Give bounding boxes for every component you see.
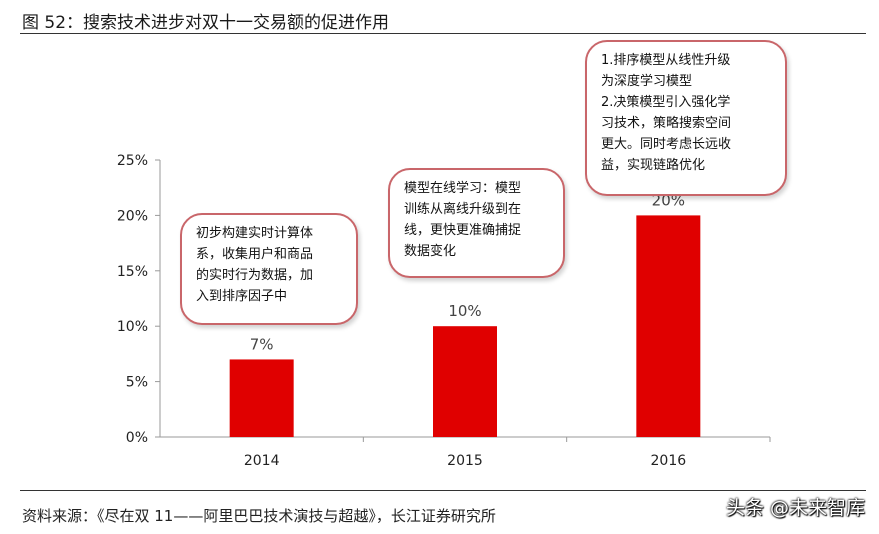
annotation-line: 2.决策模型引入强化学: [601, 95, 731, 110]
y-tick-label: 5%: [126, 375, 148, 391]
bar-2015: [433, 326, 497, 437]
y-tick-label: 10%: [117, 319, 148, 335]
data-label-2014: 7%: [250, 335, 274, 353]
annotation-line: 数据变化: [404, 244, 457, 259]
title-rule: [20, 33, 866, 34]
x-tick-label-2014: 2014: [244, 453, 280, 469]
annotation-line: 入到排序因子中: [196, 289, 288, 304]
annotation-line: 模型在线学习：模型: [404, 181, 522, 196]
watermark: 头条 @未来智库: [725, 497, 865, 519]
annotation-line: 系，收集用户和商品: [196, 247, 314, 262]
annotation-bubble-2016: 1.排序模型从线性升级 为深度学习模型 2.决策模型引入强化学 习技术，策略搜索空间更…: [585, 40, 787, 196]
chart-title: 图 52：搜索技术进步对双十一交易额的促进作用: [22, 13, 390, 33]
annotation-line: 更大。同时考虑长远收: [601, 137, 732, 152]
y-tick-label: 25%: [117, 153, 148, 169]
annotation-line: 训练从离线升级到在: [404, 202, 522, 217]
source-note: 资料来源：《尽在双 11——阿里巴巴技术演技与超越》，长江证券研究所: [22, 507, 496, 525]
annotation-line: 为深度学习模型: [601, 74, 693, 89]
bar-2016: [636, 215, 701, 437]
x-tick-label-2015: 2015: [447, 453, 483, 469]
annotation-line: 益，实现链路优化: [601, 158, 706, 173]
footer-rule: [20, 490, 866, 491]
x-tick-label-2016: 2016: [651, 453, 687, 469]
annotation-bubble-2015: 模型在线学习：模型 训练从离线升级到在 线，更快更准确捕捉 数据变化: [388, 168, 565, 278]
y-tick-label: 15%: [117, 264, 148, 280]
y-tick-label: 20%: [117, 208, 148, 224]
annotation-line: 初步构建实时计算体: [196, 226, 314, 241]
bar-2014: [229, 359, 294, 437]
y-tick-label: 0%: [126, 430, 148, 446]
annotation-bubble-2014: 初步构建实时计算体 系，收集用户和商品 的实时行为数据，加 入到排序因子中: [180, 213, 358, 325]
data-label-2015: 10%: [448, 302, 481, 320]
annotation-line: 习技术，策略搜索空间: [601, 116, 732, 131]
annotation-line: 1.排序模型从线性升级: [601, 53, 731, 68]
annotation-line: 线，更快更准确捕捉: [404, 223, 522, 238]
annotation-line: 的实时行为数据，加: [196, 268, 314, 283]
